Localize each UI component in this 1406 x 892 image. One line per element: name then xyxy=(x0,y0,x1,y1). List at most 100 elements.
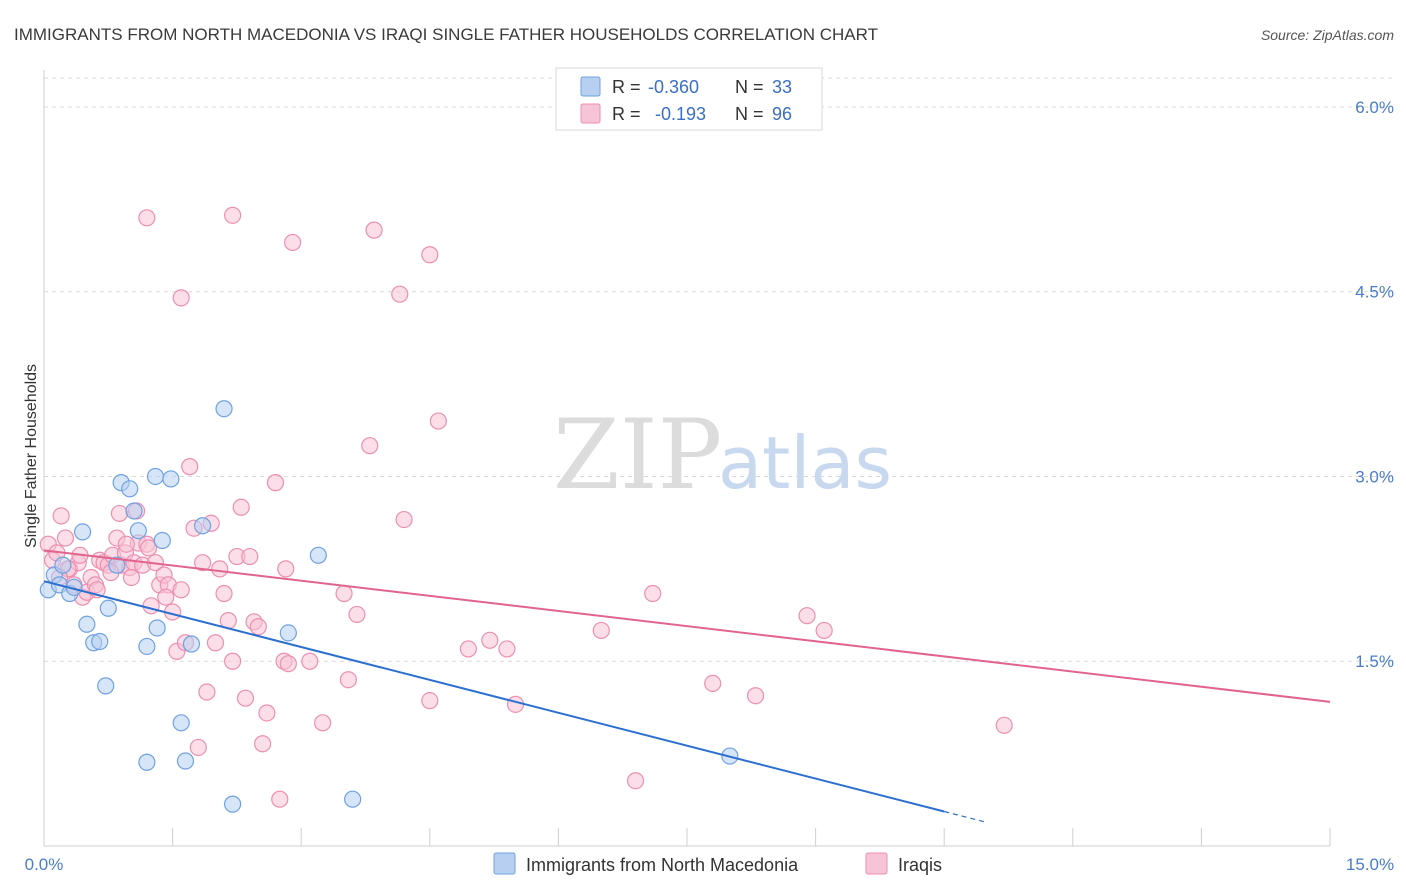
point-north-macedonia xyxy=(78,615,96,633)
point-iraqis xyxy=(224,652,242,670)
y-tick-labels: 1.5% 3.0% 4.5% 6.0% xyxy=(1355,98,1394,671)
point-iraqis xyxy=(498,640,516,658)
point-iraqis xyxy=(56,529,75,547)
point-iraqis xyxy=(211,560,229,578)
bottom-legend-swatch-pink xyxy=(865,852,888,875)
bottom-legend-label-2: Iraqis xyxy=(898,855,942,875)
point-iraqis xyxy=(198,683,216,701)
point-iraqis xyxy=(798,607,816,625)
point-iraqis xyxy=(110,504,129,523)
legend-n-value-1: 33 xyxy=(772,77,792,97)
point-north-macedonia xyxy=(279,624,297,642)
point-iraqis xyxy=(266,474,285,492)
point-iraqis xyxy=(506,695,525,713)
point-iraqis xyxy=(421,692,439,710)
x-tick-label-max: 15.0% xyxy=(1346,855,1394,874)
point-iraqis xyxy=(232,498,250,516)
trend-line-iraqis xyxy=(43,549,1331,703)
point-iraqis xyxy=(279,655,297,673)
point-iraqis xyxy=(236,689,255,707)
correlation-legend: R = -0.360 N = 33 R = -0.193 N = 96 xyxy=(555,67,823,131)
chart-title: IMMIGRANTS FROM NORTH MACEDONIA VS IRAQI… xyxy=(14,25,878,44)
point-north-macedonia xyxy=(54,556,72,574)
point-north-macedonia xyxy=(309,546,327,564)
watermark-atlas: atlas xyxy=(718,421,892,505)
point-iraqis xyxy=(258,704,276,722)
chart-source: Source: ZipAtlas.com xyxy=(1261,27,1394,43)
point-iraqis xyxy=(224,206,242,224)
point-iraqis xyxy=(189,738,207,757)
point-north-macedonia xyxy=(121,480,139,498)
point-iraqis xyxy=(52,507,70,525)
point-iraqis xyxy=(157,588,175,606)
legend-n-label-2: N = xyxy=(735,104,764,124)
point-iraqis xyxy=(421,246,439,264)
point-iraqis xyxy=(592,621,610,640)
point-iraqis xyxy=(117,535,135,553)
y-axis-label: Single Father Households xyxy=(23,364,40,548)
legend-n-value-2: 96 xyxy=(772,104,792,124)
point-iraqis xyxy=(194,554,212,572)
legend-r-value-2: -0.193 xyxy=(655,104,706,124)
point-north-macedonia xyxy=(215,400,233,418)
x-axis-ticks xyxy=(43,828,1331,846)
point-north-macedonia xyxy=(138,753,156,771)
point-north-macedonia xyxy=(99,599,117,617)
point-north-macedonia xyxy=(176,752,195,770)
point-north-macedonia xyxy=(129,522,147,540)
trend-line-north-macedonia xyxy=(43,580,945,813)
point-iraqis xyxy=(459,640,477,658)
point-iraqis xyxy=(122,568,141,587)
point-iraqis xyxy=(249,618,267,636)
point-iraqis xyxy=(215,584,233,603)
point-iraqis xyxy=(365,221,383,239)
legend-swatch-blue xyxy=(580,76,601,97)
point-north-macedonia xyxy=(172,714,190,732)
point-north-macedonia xyxy=(162,470,180,488)
point-iraqis xyxy=(815,621,833,640)
point-iraqis xyxy=(277,560,295,578)
bottom-legend-swatch-blue xyxy=(493,852,516,875)
point-iraqis xyxy=(481,631,499,649)
point-iraqis xyxy=(172,581,190,599)
point-iraqis xyxy=(339,671,357,689)
point-north-macedonia xyxy=(108,556,126,574)
trend-line-extension xyxy=(944,810,988,824)
point-iraqis xyxy=(241,547,259,566)
point-north-macedonia xyxy=(97,677,115,695)
bottom-legend-label-1: Immigrants from North Macedonia xyxy=(526,855,799,875)
point-iraqis xyxy=(206,634,225,652)
point-north-macedonia xyxy=(146,467,165,486)
y-tick-label: 4.5% xyxy=(1355,283,1394,302)
point-north-macedonia xyxy=(194,517,212,535)
point-iraqis xyxy=(284,233,302,252)
point-north-macedonia xyxy=(73,523,92,541)
point-iraqis xyxy=(995,716,1013,734)
point-iraqis xyxy=(254,735,272,753)
legend-r-value-1: -0.360 xyxy=(648,77,699,97)
point-iraqis xyxy=(746,687,765,705)
point-north-macedonia xyxy=(148,619,166,637)
point-iraqis xyxy=(301,652,319,670)
point-iraqis xyxy=(335,584,353,603)
point-iraqis xyxy=(429,412,447,430)
x-tick-label-min: 0.0% xyxy=(25,855,64,874)
point-iraqis xyxy=(391,285,409,303)
legend-n-label-1: N = xyxy=(735,77,764,97)
point-iraqis xyxy=(314,714,332,732)
point-north-macedonia xyxy=(91,632,109,651)
y-tick-label: 3.0% xyxy=(1355,467,1394,486)
point-north-macedonia xyxy=(182,635,201,653)
series-legend: Immigrants from North Macedonia Iraqis xyxy=(493,852,942,875)
watermark-zip: ZIP xyxy=(553,399,722,511)
point-iraqis xyxy=(181,458,199,476)
point-iraqis xyxy=(138,209,156,227)
point-north-macedonia xyxy=(224,795,242,813)
point-iraqis xyxy=(348,605,366,624)
point-iraqis xyxy=(142,597,160,615)
point-iraqis xyxy=(626,772,645,790)
legend-r-label-1: R = xyxy=(612,77,641,97)
legend-swatch-pink xyxy=(580,103,601,124)
point-iraqis xyxy=(704,674,722,693)
point-iraqis xyxy=(172,289,190,307)
